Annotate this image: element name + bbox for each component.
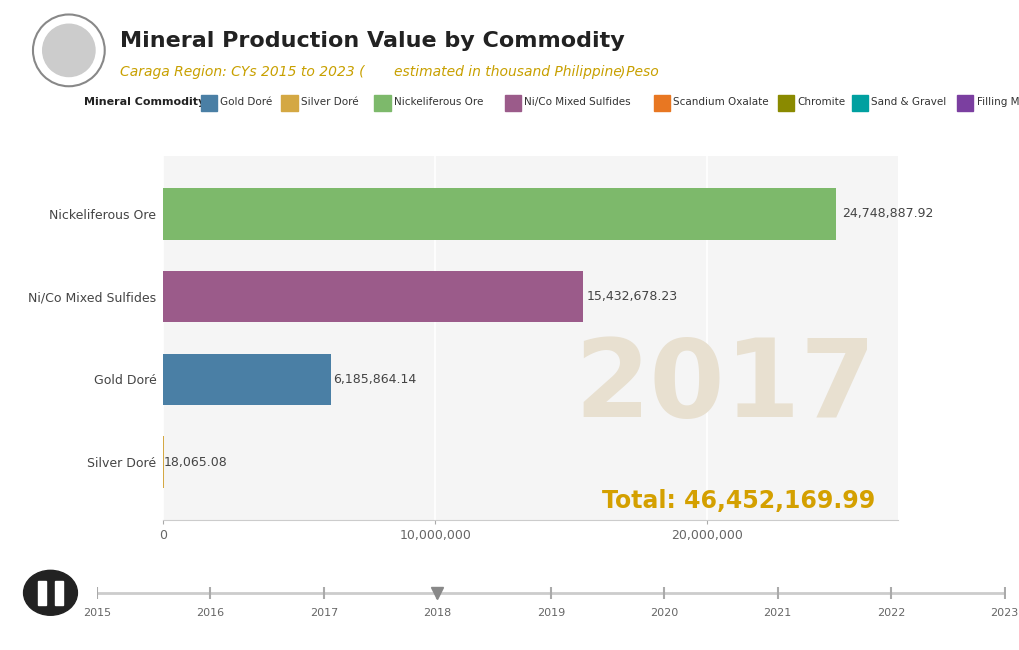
Text: Caraga Region: CYs 2015 to 2023 (: Caraga Region: CYs 2015 to 2023 ( [120,65,365,79]
Text: 2023: 2023 [989,608,1018,618]
Text: Nickeliferous Ore: Nickeliferous Ore [393,97,483,107]
Text: 2020: 2020 [649,608,678,618]
Text: Silver Doré: Silver Doré [301,97,358,107]
Text: 2022: 2022 [876,608,905,618]
Circle shape [23,570,77,616]
Text: Filling Materials: Filling Materials [975,97,1019,107]
Text: 2016: 2016 [196,608,224,618]
Text: 18,065.08: 18,065.08 [163,456,227,469]
Text: Mineral Production Value by Commodity: Mineral Production Value by Commodity [120,31,625,51]
Circle shape [43,24,95,77]
Text: 2019: 2019 [536,608,565,618]
Text: 24,748,887.92: 24,748,887.92 [841,207,932,220]
Text: 15,432,678.23: 15,432,678.23 [586,290,677,303]
Bar [38,580,46,605]
Text: 6,185,864.14: 6,185,864.14 [332,373,416,386]
Text: 2017: 2017 [574,334,874,440]
Text: estimated in thousand Philippine Peso: estimated in thousand Philippine Peso [393,65,658,79]
Bar [163,188,836,240]
Text: Scandium Oxalate: Scandium Oxalate [673,97,767,107]
Text: Mineral Commodity: Mineral Commodity [84,97,205,107]
Text: 2021: 2021 [763,608,791,618]
Bar [163,354,331,405]
Text: Chromite: Chromite [796,97,844,107]
Text: 2017: 2017 [310,608,337,618]
Text: 2015: 2015 [83,608,111,618]
Text: 2018: 2018 [423,608,451,618]
Text: Gold Doré: Gold Doré [220,97,272,107]
Text: Sand & Gravel: Sand & Gravel [870,97,946,107]
Text: Total: 46,452,169.99: Total: 46,452,169.99 [602,489,874,513]
Text: ): ) [620,65,625,79]
Bar [55,580,63,605]
Bar [163,271,583,322]
Text: Ni/Co Mixed Sulfides: Ni/Co Mixed Sulfides [524,97,630,107]
